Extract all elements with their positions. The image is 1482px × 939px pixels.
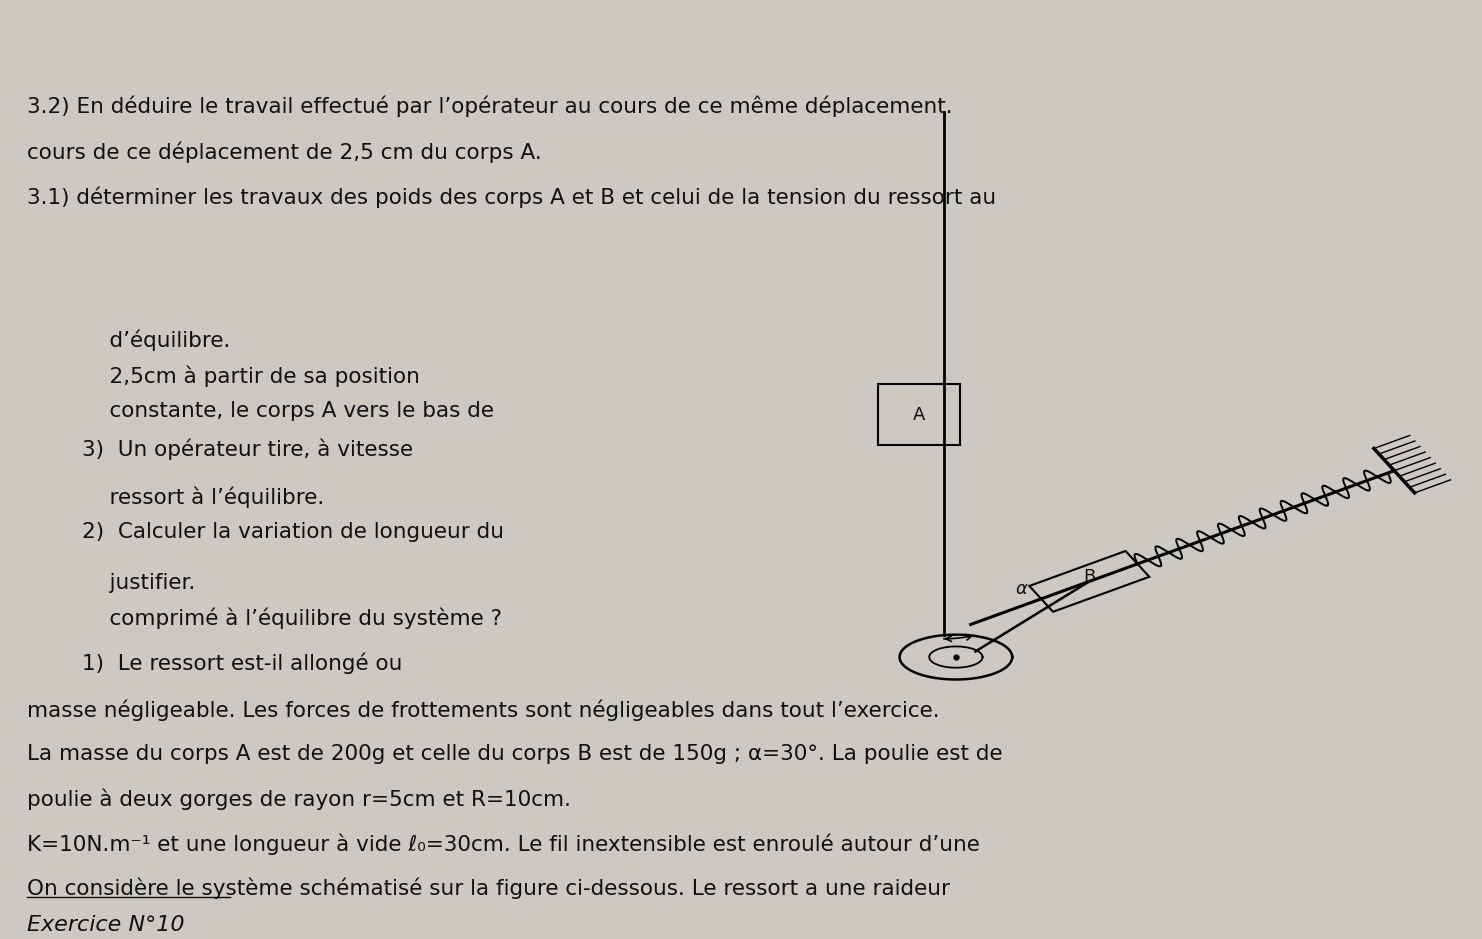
Text: α: α bbox=[1015, 580, 1027, 598]
Text: ressort à l’équilibre.: ressort à l’équilibre. bbox=[82, 486, 323, 508]
Text: A: A bbox=[913, 406, 925, 423]
Text: 1)  Le ressort est-il allongé ou: 1) Le ressort est-il allongé ou bbox=[82, 653, 402, 674]
Text: constante, le corps A vers le bas de: constante, le corps A vers le bas de bbox=[82, 401, 494, 421]
Text: K=10N.m⁻¹ et une longueur à vide ℓ₀=30cm. Le fil inextensible est enroulé autour: K=10N.m⁻¹ et une longueur à vide ℓ₀=30cm… bbox=[27, 833, 980, 854]
Text: 2)  Calculer la variation de longueur du: 2) Calculer la variation de longueur du bbox=[82, 522, 504, 542]
Text: comprimé à l’équilibre du système ?: comprimé à l’équilibre du système ? bbox=[82, 608, 501, 629]
Text: B: B bbox=[1083, 568, 1097, 586]
Text: 3.1) déterminer les travaux des poids des corps A et B et celui de la tension du: 3.1) déterminer les travaux des poids de… bbox=[27, 187, 996, 208]
Text: masse négligeable. Les forces de frottements sont négligeables dans tout l’exerc: masse négligeable. Les forces de frottem… bbox=[27, 699, 940, 720]
Text: On considère le système schématisé sur la figure ci-dessous. Le ressort a une ra: On considère le système schématisé sur l… bbox=[27, 878, 950, 900]
Text: 3.2) En déduire le travail effectué par l’opérateur au cours de ce même déplacem: 3.2) En déduire le travail effectué par … bbox=[27, 95, 953, 116]
Bar bbox=[877, 384, 960, 445]
Text: d’équilibre.: d’équilibre. bbox=[82, 330, 230, 351]
Text: Exercice N°10: Exercice N°10 bbox=[27, 916, 184, 935]
Text: 3)  Un opérateur tire, à vitesse: 3) Un opérateur tire, à vitesse bbox=[82, 439, 412, 459]
Text: poulie à deux gorges de rayon r=5cm et R=10cm.: poulie à deux gorges de rayon r=5cm et R… bbox=[27, 789, 571, 810]
Text: 2,5cm à partir de sa position: 2,5cm à partir de sa position bbox=[82, 365, 419, 387]
Text: cours de ce déplacement de 2,5 cm du corps A.: cours de ce déplacement de 2,5 cm du cor… bbox=[27, 142, 541, 163]
Text: justifier.: justifier. bbox=[82, 573, 196, 593]
Text: La masse du corps A est de 200g et celle du corps B est de 150g ; α=30°. La poul: La masse du corps A est de 200g et celle… bbox=[27, 744, 1002, 763]
